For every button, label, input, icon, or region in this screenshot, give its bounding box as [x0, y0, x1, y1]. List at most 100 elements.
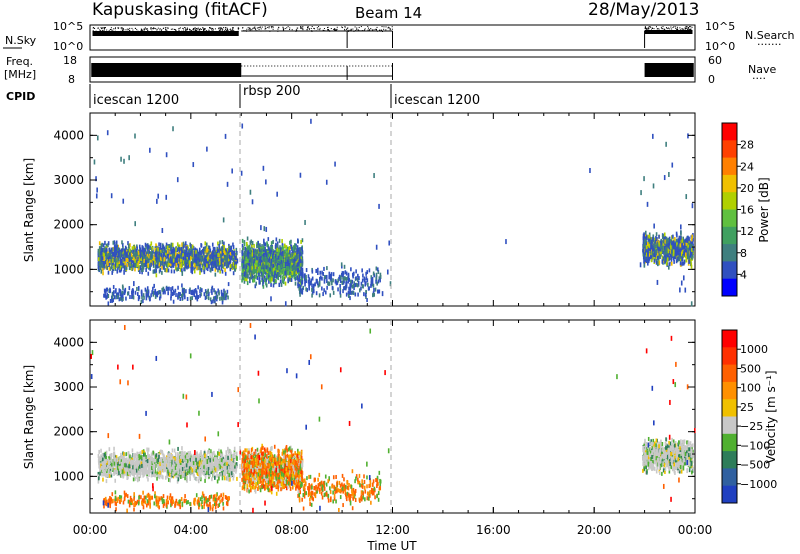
scatter-cell — [100, 269, 103, 274]
scatter-cell — [170, 242, 173, 247]
scatter-cell — [256, 264, 258, 269]
scatter-cell — [141, 270, 143, 275]
scatter-cell — [365, 289, 367, 294]
scatter-cell — [241, 238, 244, 243]
trace-point — [690, 26, 692, 28]
scatter-cell — [249, 253, 252, 258]
scatter-cell — [154, 265, 157, 270]
cpid-strip: CPID icescan 1200 rbsp 200 icescan 1200 — [6, 84, 480, 108]
scatter-cell — [172, 250, 175, 255]
scatter-cell — [658, 234, 660, 239]
scatter-cell — [182, 244, 185, 249]
scatter-cell — [127, 241, 129, 246]
scatter-cell — [650, 255, 652, 260]
scatter-cell — [649, 251, 652, 256]
trace-point — [282, 27, 284, 29]
scatter-cell — [174, 247, 176, 252]
scatter-cell — [379, 272, 382, 277]
trace-point — [128, 30, 130, 32]
scatter-cell — [653, 237, 656, 242]
scatter-cell — [123, 257, 126, 262]
scatter-cell — [148, 244, 150, 249]
trace-point — [688, 26, 690, 28]
scatter-cell — [299, 269, 302, 274]
scatter-cell — [135, 259, 137, 264]
scatter-cell — [251, 274, 254, 279]
trace-point — [165, 30, 167, 32]
scatter-cell — [664, 253, 667, 258]
scatter-cell — [114, 253, 117, 258]
scatter-cell — [296, 269, 298, 274]
trace-point — [313, 27, 315, 29]
trace-point — [291, 29, 293, 31]
scatter-cell — [297, 271, 300, 276]
trace-point — [676, 28, 678, 30]
scatter-cell — [251, 265, 253, 270]
nsky-tick-top: 10^5 — [53, 20, 83, 33]
scatter-cell — [111, 247, 113, 252]
scatter-cell — [287, 253, 290, 258]
scatter-cell — [646, 241, 649, 246]
scatter-cell — [245, 270, 248, 275]
trace-point — [681, 28, 683, 30]
trace-point — [175, 29, 177, 31]
scatter-cell — [674, 242, 676, 247]
scatter-cell — [206, 266, 208, 271]
scatter-cell — [292, 246, 295, 251]
scatter-cell — [270, 261, 273, 266]
scatter-cell — [134, 264, 137, 269]
trace-point — [202, 27, 204, 29]
scatter-cell — [106, 265, 109, 270]
scatter-cell — [262, 284, 265, 289]
trace-point — [225, 30, 227, 32]
trace-point — [122, 27, 124, 29]
scatter-cell — [328, 271, 331, 276]
scatter-cell — [170, 249, 173, 254]
scatter-cell — [124, 250, 126, 255]
trace-point — [644, 28, 646, 30]
freq-strip: Freq. [MHz] 18 8 60 0 Nave ···· — [4, 54, 776, 86]
scatter-cell — [221, 253, 223, 258]
scatter-cell — [228, 255, 231, 260]
scatter-cell — [159, 256, 162, 261]
scatter-cell — [260, 259, 263, 264]
scatter-cell — [288, 256, 290, 261]
trace-point — [131, 27, 133, 29]
scatter-cell — [274, 270, 276, 275]
trace-point — [204, 28, 206, 30]
scatter-cell — [265, 274, 268, 279]
trace-point — [375, 29, 377, 31]
trace-point — [334, 28, 336, 30]
scatter-cell — [118, 259, 121, 264]
scatter-cell — [295, 257, 298, 262]
scatter-cell — [180, 247, 183, 252]
scatter-cell — [326, 279, 328, 284]
trace-point — [344, 26, 346, 28]
scatter-cell — [159, 252, 162, 257]
scatter-cell — [261, 256, 264, 261]
scatter-cell — [259, 265, 261, 270]
trace-point — [380, 29, 382, 31]
scatter-cell — [674, 247, 677, 252]
trace-point — [243, 30, 245, 32]
scatter-cell — [266, 258, 269, 263]
scatter-cell — [274, 267, 277, 272]
scatter-cell — [117, 244, 119, 249]
scatter-cell — [274, 278, 276, 283]
scatter-cell — [272, 253, 274, 258]
trace-point — [259, 26, 261, 28]
scatter-cell — [296, 245, 299, 250]
scatter-cell — [144, 256, 146, 261]
scatter-cell — [300, 266, 302, 271]
scatter-cell — [153, 260, 156, 265]
scatter-cell — [294, 252, 296, 257]
trace-point — [375, 28, 377, 30]
scatter-cell — [295, 243, 297, 248]
trace-point — [226, 27, 228, 29]
scatter-cell — [254, 269, 256, 274]
scatter-cell — [310, 278, 313, 283]
scatter-cell — [112, 240, 115, 245]
scatter-cell — [145, 268, 147, 273]
scatter-cell — [202, 258, 205, 263]
scatter-cell — [258, 272, 260, 277]
